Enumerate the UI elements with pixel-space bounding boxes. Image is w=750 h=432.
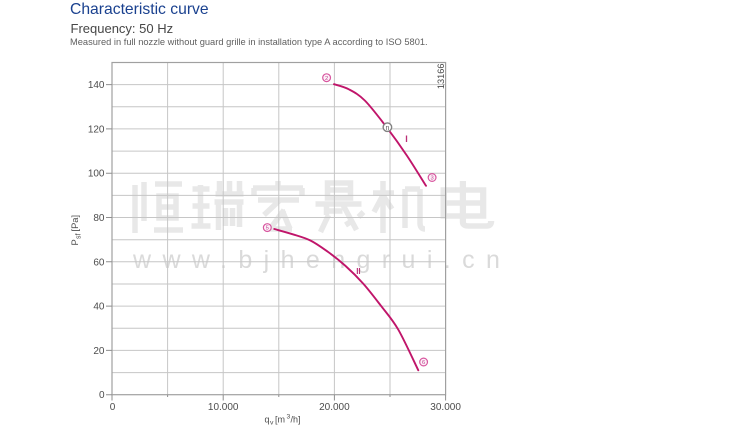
svg-text:0: 0	[110, 402, 116, 413]
svg-text:0: 0	[99, 390, 105, 401]
svg-text:www.bjhengrui.cn: www.bjhengrui.cn	[132, 246, 511, 274]
svg-text:40: 40	[93, 302, 105, 313]
svg-text:30.000: 30.000	[430, 402, 461, 413]
svg-text:6: 6	[422, 360, 425, 366]
svg-text:n: n	[385, 125, 389, 132]
svg-text:5: 5	[266, 226, 269, 232]
svg-text:[Pa]: [Pa]	[70, 215, 80, 232]
svg-text:80: 80	[93, 213, 105, 224]
svg-text:/h]: /h]	[291, 415, 301, 425]
svg-text:3: 3	[287, 414, 291, 421]
svg-text:60: 60	[93, 257, 105, 268]
svg-text:sf: sf	[75, 234, 82, 240]
svg-text:120: 120	[88, 124, 105, 135]
svg-text:100: 100	[88, 169, 105, 180]
svg-text:3: 3	[430, 176, 433, 182]
svg-text:10.000: 10.000	[208, 402, 239, 413]
svg-text:[m: [m	[275, 415, 285, 425]
svg-text:v: v	[270, 420, 274, 427]
svg-text:2: 2	[325, 76, 328, 82]
svg-text:20: 20	[93, 346, 105, 357]
svg-text:P: P	[70, 239, 80, 245]
svg-text:140: 140	[88, 80, 105, 91]
svg-text:I: I	[405, 134, 408, 144]
svg-text:II: II	[356, 267, 360, 276]
svg-text:q: q	[265, 415, 270, 425]
svg-text:20.000: 20.000	[319, 402, 350, 413]
svg-text:13166: 13166	[436, 64, 446, 90]
